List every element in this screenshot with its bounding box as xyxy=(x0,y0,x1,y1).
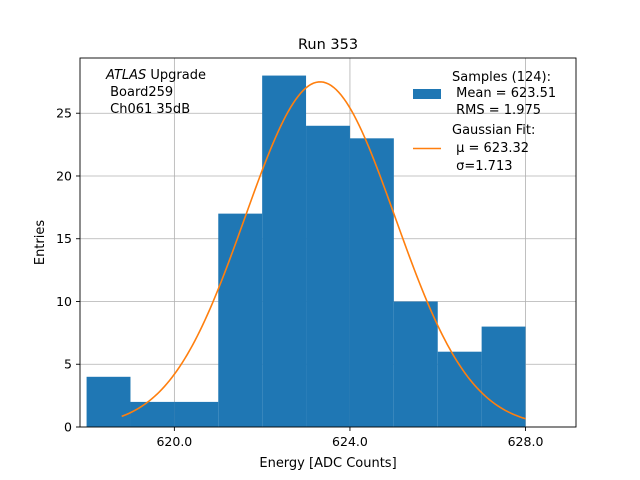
legend-samples-swatch xyxy=(413,89,441,99)
legend-fit-sigma: σ=1.713 xyxy=(452,159,512,174)
histogram-bar xyxy=(437,351,482,427)
x-axis-ticks: 620.0 624.0 628.0 xyxy=(156,427,543,449)
histogram-bar xyxy=(393,301,438,427)
histogram-bar xyxy=(349,138,394,427)
histogram-bar xyxy=(86,376,131,427)
atlas-annotation: ATLAS Upgrade Board259 Ch061 35dB xyxy=(105,68,206,117)
x-tick-label: 628.0 xyxy=(508,434,544,449)
y-tick-label: 25 xyxy=(56,106,72,121)
legend-samples-title: Samples (124): xyxy=(452,70,551,85)
histogram-bars xyxy=(86,75,526,428)
y-tick-label: 15 xyxy=(56,231,72,246)
board-label: Board259 xyxy=(106,85,173,100)
y-tick-label: 20 xyxy=(56,168,72,183)
upgrade-label: Upgrade xyxy=(146,68,206,83)
y-axis-ticks: 0 5 10 15 20 25 xyxy=(56,106,80,435)
legend-fit-title: Gaussian Fit: xyxy=(452,123,535,138)
y-axis-label: Entries xyxy=(33,220,48,266)
histogram-bar xyxy=(306,125,350,427)
atlas-label: ATLAS xyxy=(105,68,146,83)
gaussian-fit-curve xyxy=(121,81,526,420)
legend-fit-mu: μ = 623.32 xyxy=(452,141,529,156)
y-tick-label: 5 xyxy=(64,357,72,372)
legend-samples-rms: RMS = 1.975 xyxy=(452,103,541,118)
y-tick-label: 10 xyxy=(56,294,72,309)
plot-frame xyxy=(79,57,577,428)
channel-label: Ch061 35dB xyxy=(106,102,190,117)
chart-title: Run 353 xyxy=(298,37,358,53)
legend-samples-mean: Mean = 623.51 xyxy=(452,86,556,101)
legend: Samples (124): Mean = 623.51 RMS = 1.975… xyxy=(413,70,556,174)
histogram-bar xyxy=(174,401,219,427)
histogram-bar xyxy=(262,75,307,428)
y-tick-label: 0 xyxy=(64,420,72,435)
svg-text:ATLAS Upgrade: ATLAS Upgrade xyxy=(105,68,206,83)
histogram-bar xyxy=(481,326,526,427)
x-axis-label: Energy [ADC Counts] xyxy=(259,456,396,471)
x-tick-label: 620.0 xyxy=(156,434,192,449)
x-tick-label: 624.0 xyxy=(332,434,368,449)
histogram-bar xyxy=(130,401,175,427)
histogram-bar xyxy=(218,213,263,427)
